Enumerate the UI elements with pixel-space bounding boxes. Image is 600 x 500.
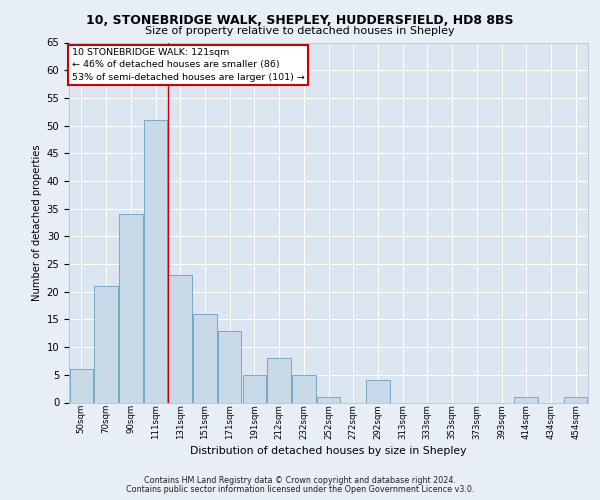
Text: Size of property relative to detached houses in Shepley: Size of property relative to detached ho… <box>145 26 455 36</box>
Bar <box>268 358 291 403</box>
Text: Contains HM Land Registry data © Crown copyright and database right 2024.: Contains HM Land Registry data © Crown c… <box>144 476 456 485</box>
Y-axis label: Number of detached properties: Number of detached properties <box>32 144 43 301</box>
Bar <box>242 375 266 402</box>
Bar <box>514 397 538 402</box>
Bar <box>366 380 389 402</box>
Bar <box>169 275 192 402</box>
Bar <box>144 120 167 403</box>
Bar <box>218 330 241 402</box>
Text: 10, STONEBRIDGE WALK, SHEPLEY, HUDDERSFIELD, HD8 8BS: 10, STONEBRIDGE WALK, SHEPLEY, HUDDERSFI… <box>86 14 514 27</box>
Bar <box>564 397 587 402</box>
Bar <box>119 214 143 402</box>
Bar <box>94 286 118 403</box>
Text: 10 STONEBRIDGE WALK: 121sqm
← 46% of detached houses are smaller (86)
53% of sem: 10 STONEBRIDGE WALK: 121sqm ← 46% of det… <box>71 48 304 82</box>
Bar <box>292 375 316 402</box>
Bar <box>193 314 217 402</box>
Bar <box>70 370 93 402</box>
Bar <box>317 397 340 402</box>
Text: Contains public sector information licensed under the Open Government Licence v3: Contains public sector information licen… <box>126 485 474 494</box>
X-axis label: Distribution of detached houses by size in Shepley: Distribution of detached houses by size … <box>190 446 467 456</box>
